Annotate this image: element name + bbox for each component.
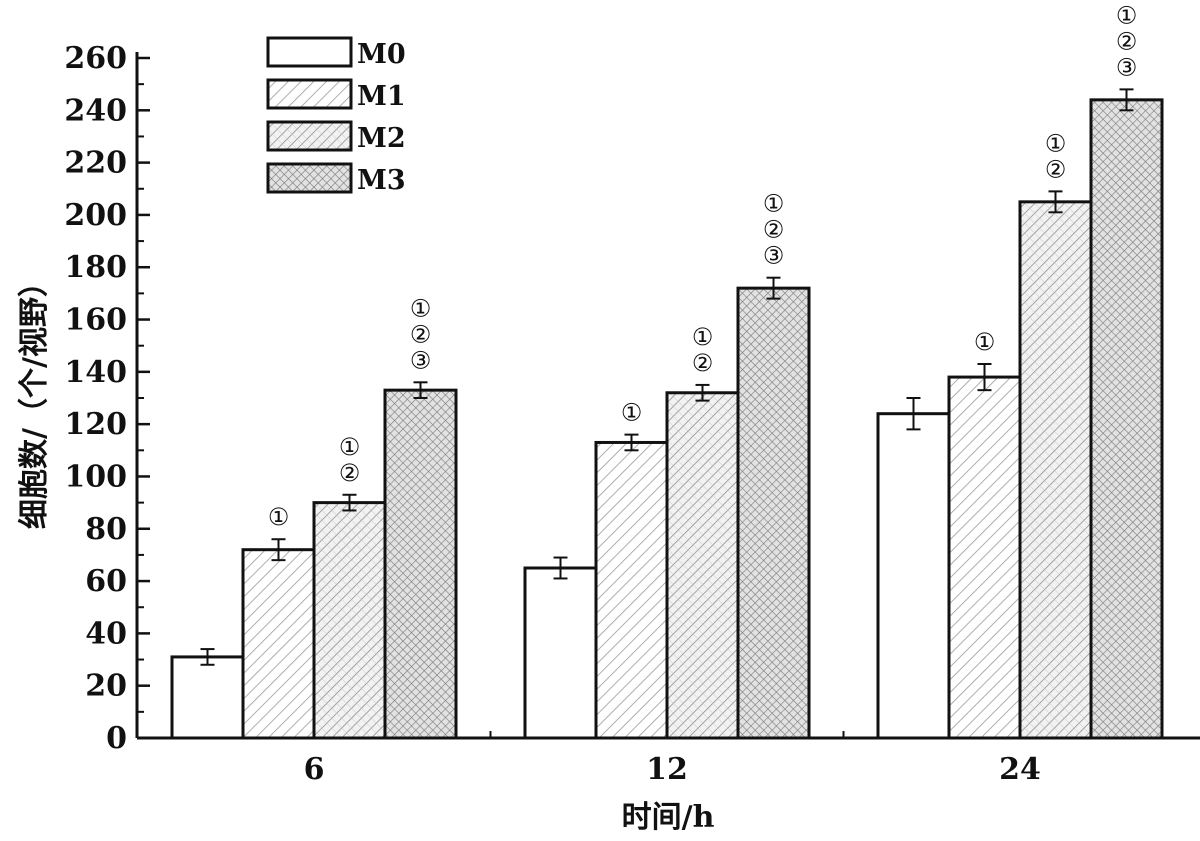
bar-M2-12	[665, 391, 740, 740]
bars	[170, 98, 1164, 740]
y-tick-label: 240	[64, 93, 127, 128]
x-tick-label: 12	[646, 752, 688, 787]
legend-label-M0: M0	[357, 39, 406, 70]
y-axis-title: 细胞数/（个/视野）	[17, 267, 52, 529]
legend-label-M1: M1	[357, 81, 406, 112]
y-tick-label: 40	[85, 616, 127, 651]
legend-label-M2: M2	[357, 123, 406, 154]
y-tick-label: 100	[64, 459, 127, 494]
significance-label-M1-6: ①	[268, 503, 290, 531]
bar-M3-24	[1089, 98, 1164, 740]
bar-M1-12	[594, 440, 669, 740]
bar-M0-6	[170, 655, 245, 740]
bar-M2-6	[312, 501, 387, 740]
y-tick-label: 20	[85, 669, 127, 704]
bar-M1-6	[241, 548, 316, 740]
legend-swatch-M1	[266, 78, 353, 110]
y-tick-label: 140	[64, 355, 127, 390]
error-bars	[200, 88, 1134, 666]
legend: M0 M1 M2 M3	[266, 36, 406, 196]
y-tick-label: 260	[64, 41, 127, 76]
bar-M0-24	[876, 412, 951, 740]
y-tick-label: 180	[64, 250, 127, 285]
bar-M0-12	[523, 566, 598, 740]
y-tick-label: 120	[64, 407, 127, 442]
legend-swatch-M2	[266, 120, 353, 152]
y-tick-label: 220	[64, 146, 127, 181]
y-tick-label: 160	[64, 303, 127, 338]
bar-M3-12	[736, 286, 811, 740]
y-tick-label: 200	[64, 198, 127, 233]
y-tick-label: 80	[85, 512, 127, 547]
legend-swatch-M3	[266, 162, 353, 194]
significance-markers: ① ① ② ① ② ③ ① ① ② ① ② ③ ① ① ② ① ② ③	[268, 1, 1138, 531]
y-tick-label: 60	[85, 564, 127, 599]
bar-M3-6	[383, 388, 458, 740]
x-tick-label: 6	[304, 752, 325, 787]
y-tick-label: 0	[106, 721, 127, 756]
bar-M2-24	[1018, 200, 1093, 740]
x-tick-label: 24	[999, 752, 1041, 787]
bar-M1-24	[947, 375, 1022, 740]
significance-label-M1-24: ①	[974, 328, 996, 356]
x-axis-title: 时间/h	[622, 800, 715, 835]
legend-swatch-M0	[266, 36, 353, 68]
legend-label-M3: M3	[357, 165, 406, 196]
significance-label-M1-12: ①	[621, 399, 643, 427]
